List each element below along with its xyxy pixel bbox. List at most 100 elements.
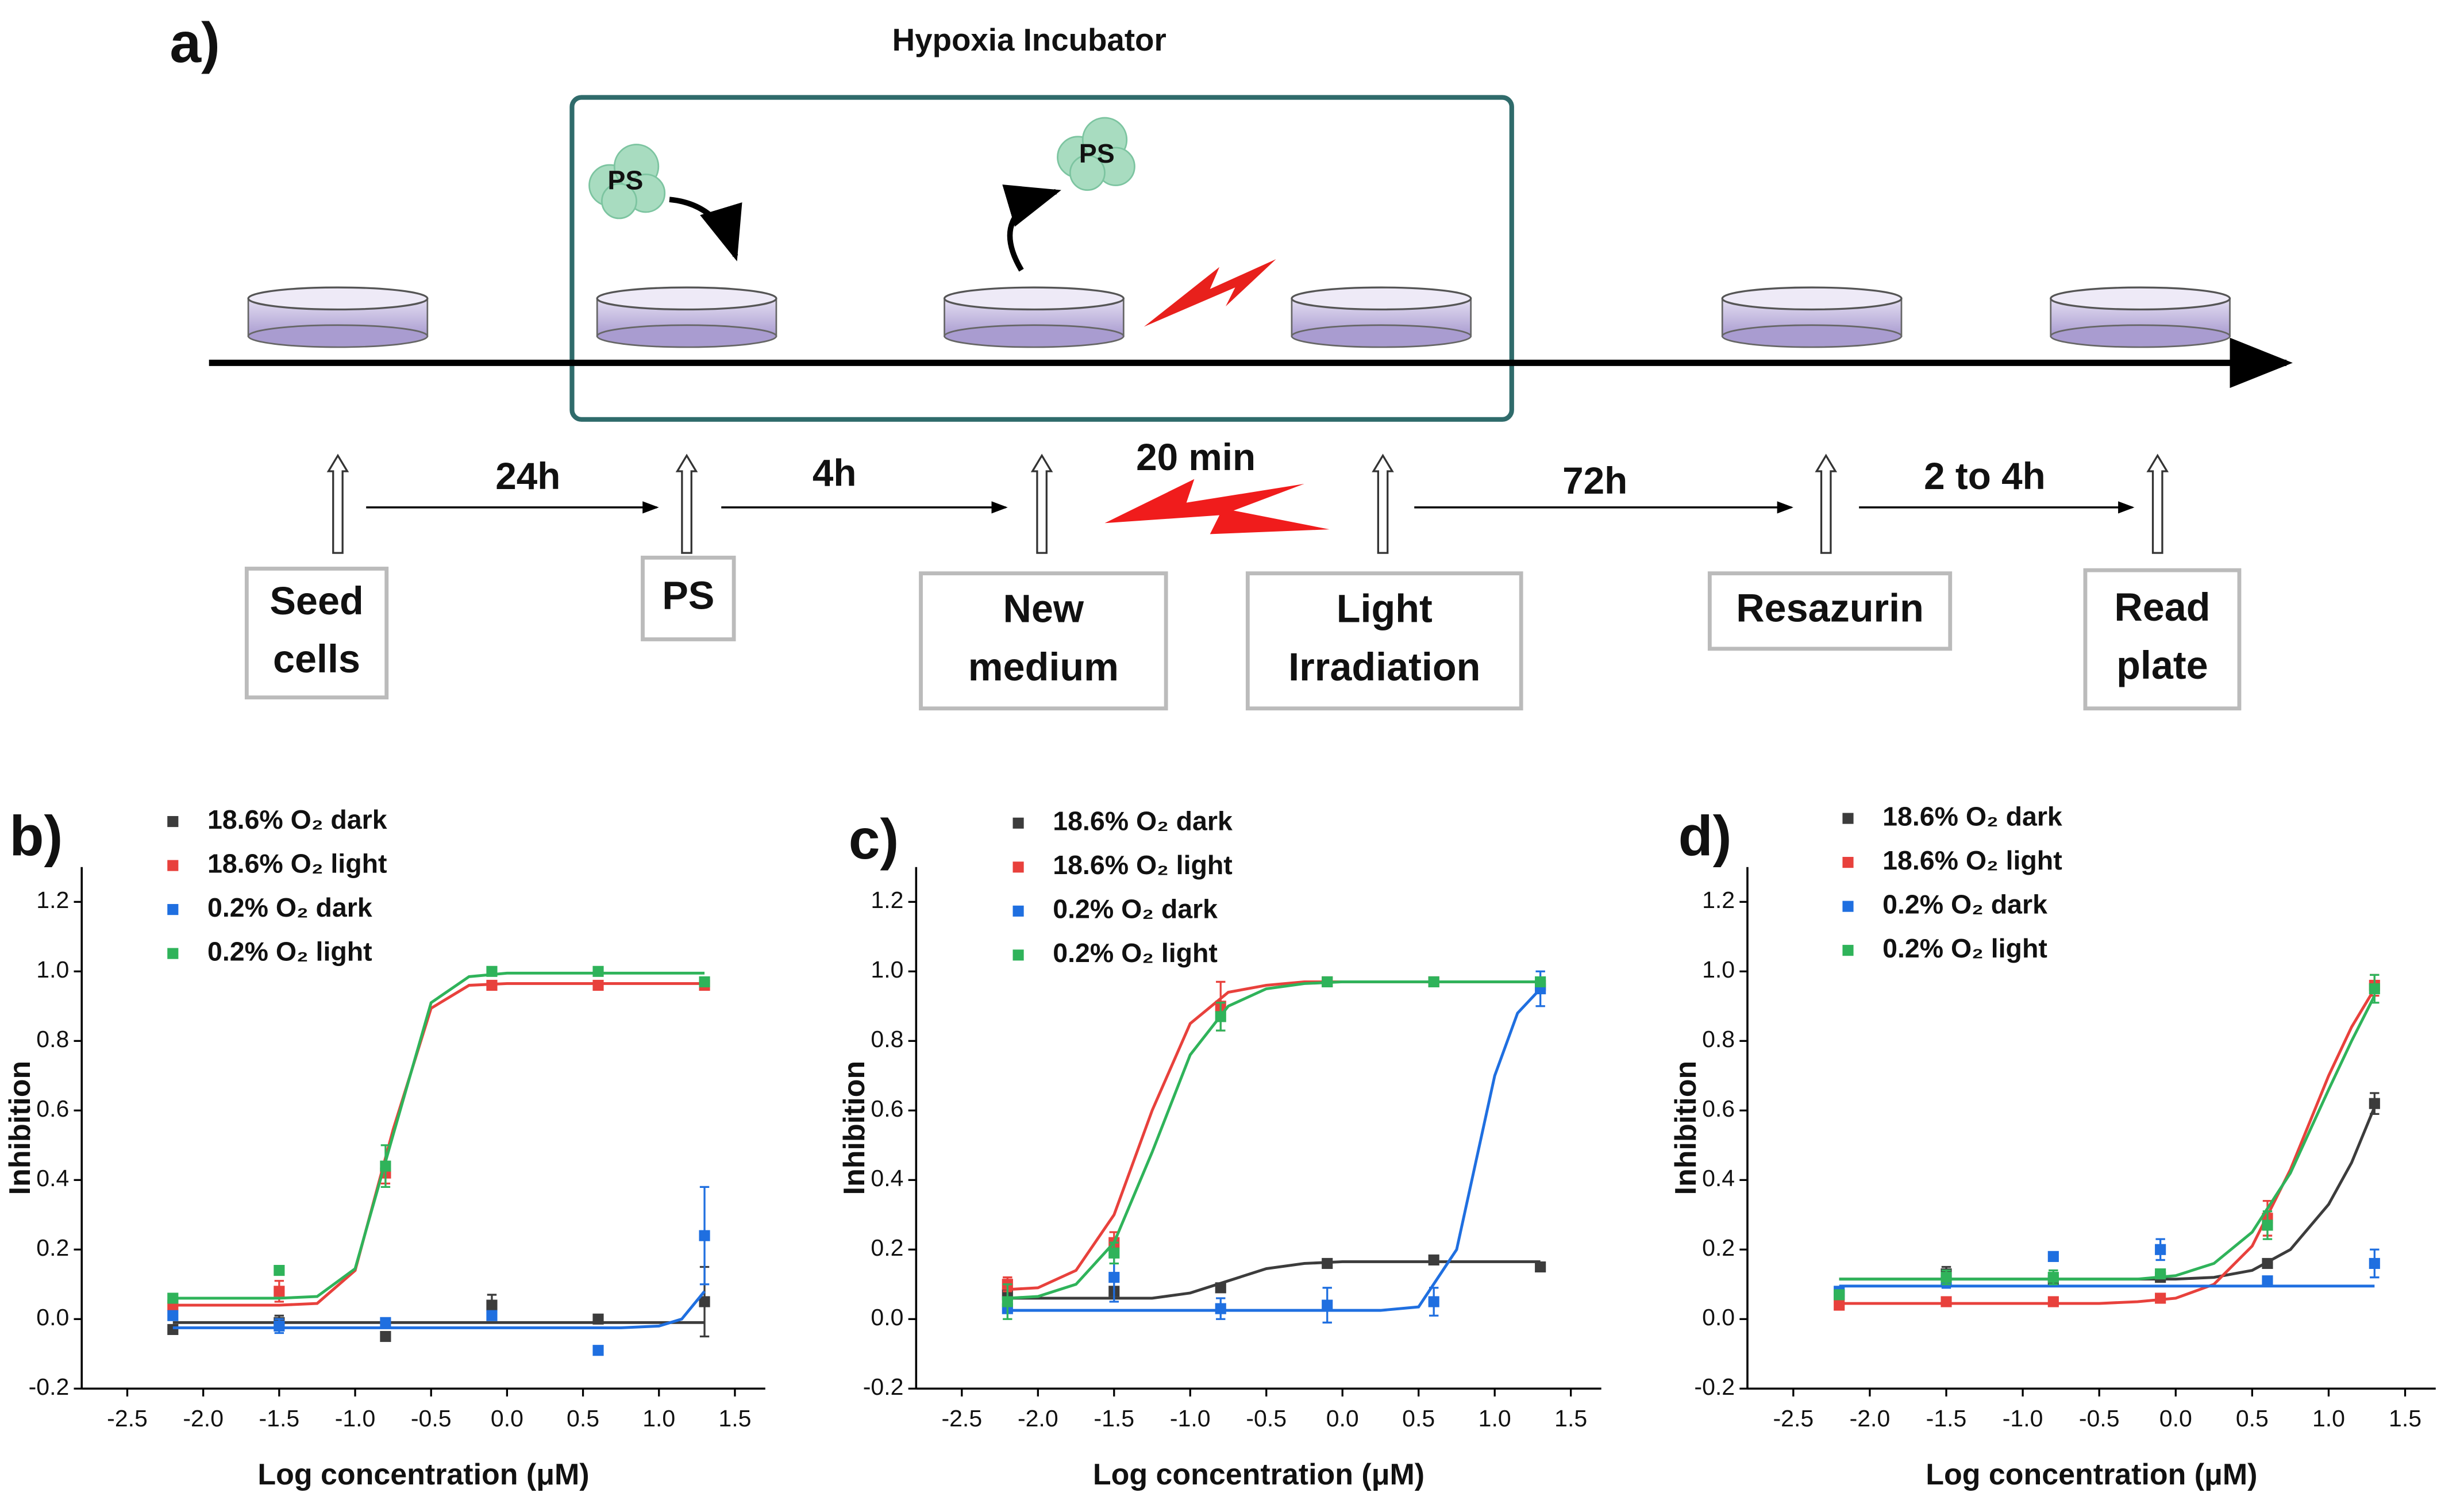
chart: -0.2 0.0 0.2 0.4 0.6 0.8 1.0 1.2 -2.5 -2.0 -1.5 -1.… [838, 806, 1601, 1491]
y-axis-title: Inhibition [1669, 1061, 1703, 1195]
up-arrow [675, 453, 698, 554]
up-arrow [326, 453, 349, 554]
charts: -0.2 0.0 0.2 0.4 0.6 0.8 1.0 1.2 -2.5 -2.0 -1.5 -1.… [3, 801, 2436, 1491]
cloud-label: PS [1079, 139, 1115, 168]
dish-rim [2050, 286, 2231, 311]
legend-marker [1842, 857, 1854, 868]
data-point [2262, 1257, 2273, 1270]
data-point [699, 1230, 710, 1241]
y-tick-label: 0.8 [1702, 1026, 1735, 1052]
step-box [2083, 568, 2242, 711]
legend-label: 0.2% O₂ light [1053, 938, 1218, 968]
x-tick-label: -0.5 [1246, 1405, 1287, 1432]
legend-marker [1012, 905, 1024, 917]
y-tick-label: 0.2 [36, 1234, 69, 1261]
y-tick-label: 0.6 [1702, 1095, 1735, 1122]
dishes [247, 286, 2231, 348]
up-arrow [2146, 453, 2169, 554]
x-tick-label: -1.0 [1170, 1405, 1211, 1432]
dish-rim [596, 286, 777, 311]
up-arrow [1030, 453, 1053, 554]
x-tick-label: 1.0 [2312, 1405, 2345, 1432]
data-point [592, 965, 604, 977]
data-point [167, 1310, 179, 1321]
steps: Seed cells PS New medium Light Irradiation Resa… [244, 436, 2242, 711]
legend-label: 18.6% O₂ dark [207, 805, 387, 834]
data-point [2262, 1275, 2273, 1287]
x-tick-label: -0.5 [411, 1405, 452, 1432]
data-point [1108, 1272, 1120, 1283]
data-point [1941, 1296, 1952, 1307]
dish-rim [943, 286, 1125, 311]
x-tick-label: -2.5 [107, 1405, 148, 1432]
fit-curve [172, 971, 705, 1300]
x-tick-label: -2.0 [1018, 1405, 1058, 1432]
data-point [1535, 976, 1546, 988]
x-tick-label: 1.5 [718, 1405, 751, 1432]
light-bolt [1104, 479, 1330, 534]
x-tick-label: -2.0 [183, 1405, 224, 1432]
data-point [1428, 1296, 1439, 1307]
x-axis-title: Log concentration (μM) [1093, 1458, 1424, 1491]
step-label: New [1003, 587, 1084, 631]
y-tick-label: 0.0 [1702, 1304, 1735, 1330]
legend-label: 0.2% O₂ dark [207, 893, 372, 922]
step-label: Resazurin [1736, 586, 1924, 630]
chart: -0.2 0.0 0.2 0.4 0.6 0.8 1.0 1.2 -2.5 -2.0 -1.5 -1.… [1669, 801, 2436, 1491]
dish-rim [1721, 286, 1903, 311]
step-box [919, 571, 1168, 711]
interval-label: 2 to 4h [1924, 455, 2045, 497]
interval-label: 24h [495, 455, 560, 497]
x-tick-label: -1.5 [259, 1405, 300, 1432]
step-label: medium [968, 645, 1119, 689]
data-point [2047, 1251, 2059, 1262]
legend-label: 18.6% O₂ dark [1882, 801, 2062, 831]
step-box [244, 567, 389, 700]
step-label: Seed [270, 579, 363, 623]
incubator-title: Hypoxia Incubator [892, 22, 1166, 57]
fit-curve [172, 982, 705, 1307]
legend-marker [1012, 949, 1024, 961]
y-tick-label: -0.2 [863, 1374, 904, 1400]
y-tick-label: 0.6 [36, 1095, 69, 1122]
legend-label: 0.2% O₂ dark [1882, 889, 2047, 919]
data-point [2369, 1098, 2380, 1109]
legend-label: 18.6% O₂ dark [1053, 806, 1233, 836]
data-point [1428, 1254, 1439, 1265]
x-tick-label: 0.5 [567, 1405, 599, 1432]
data-point [1428, 976, 1439, 988]
x-tick-label: -2.5 [941, 1405, 982, 1432]
x-axis-title: Log concentration (μM) [1926, 1458, 2257, 1491]
legend-label: 18.6% O₂ light [1882, 845, 2062, 875]
fit-curve [1839, 988, 2376, 1305]
step-label: cells [273, 637, 360, 681]
y-tick-label: 0.8 [871, 1026, 903, 1052]
legend-label: 0.2% O₂ dark [1053, 894, 1218, 924]
x-tick-label: 0.0 [1326, 1405, 1359, 1432]
data-point [1215, 1011, 1226, 1022]
x-tick-label: -1.5 [1094, 1405, 1134, 1432]
data-point [167, 1324, 179, 1335]
arrow [669, 197, 742, 261]
data-point [1002, 1296, 1013, 1307]
panel-label: a) [170, 11, 220, 74]
x-tick-label: 0.0 [2159, 1405, 2192, 1432]
chart: -0.2 0.0 0.2 0.4 0.6 0.8 1.0 1.2 -2.5 -2.0 -1.5 -1.… [3, 804, 765, 1491]
dish-rim [247, 286, 429, 311]
data-point [2155, 1268, 2166, 1280]
data-point [1108, 1247, 1120, 1259]
data-point [2369, 1257, 2380, 1270]
data-point [486, 1299, 498, 1311]
y-tick-label: 1.2 [1702, 887, 1735, 913]
panel-label: b) [9, 804, 63, 867]
cloud [588, 144, 666, 220]
data-point [699, 1296, 710, 1307]
data-point [2155, 1292, 2166, 1304]
arrow [1002, 184, 1061, 272]
x-tick-label: 0.0 [491, 1405, 523, 1432]
dish-base [1721, 324, 1903, 348]
y-tick-label: 0.2 [1702, 1234, 1735, 1261]
interval-label: 20 min [1136, 436, 1256, 478]
x-tick-label: -1.5 [1926, 1405, 1967, 1432]
